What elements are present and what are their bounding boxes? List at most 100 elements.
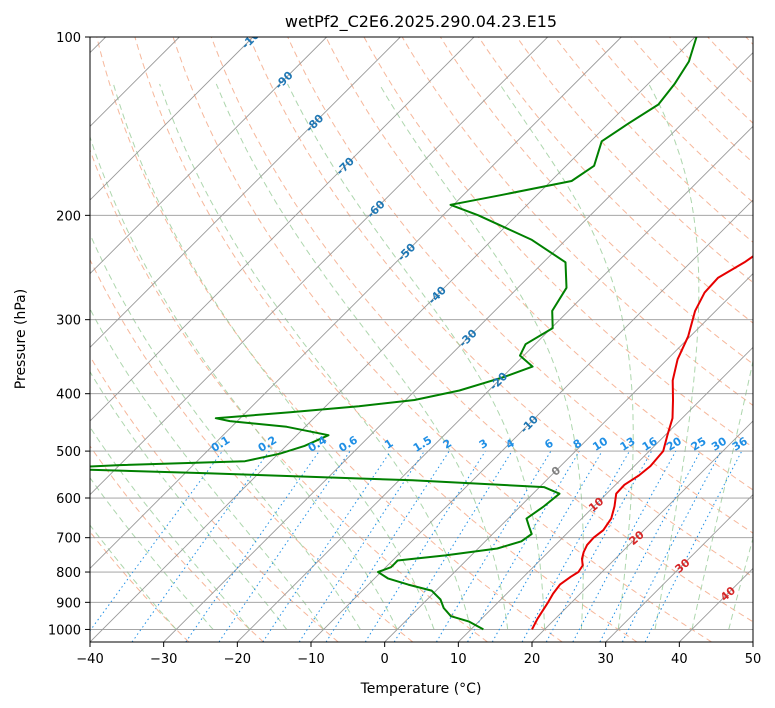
dewpoint-profile (90, 37, 698, 631)
dry-adiabat (287, 37, 753, 534)
x-tick-label: 0 (381, 652, 389, 667)
dry-adiabat (325, 37, 753, 491)
mixing-ratio-line (572, 450, 677, 642)
x-tick-label: 20 (524, 652, 541, 667)
chart-title: wetPf2_C2E6.2025.290.04.23.E15 (285, 12, 557, 32)
mixing-ratio-line (364, 450, 486, 642)
isotherm-label: -80 (303, 111, 326, 134)
moist-adiabat (648, 83, 700, 630)
background-lines (90, 37, 753, 642)
y-tick-label: 200 (56, 209, 81, 224)
isotherm-label: -50 (395, 240, 418, 263)
y-tick-label: 700 (56, 532, 81, 547)
dry-adiabat (707, 37, 753, 85)
mixing-ratio-line (262, 450, 392, 642)
dry-adiabat (90, 258, 414, 642)
temperature-profile (531, 255, 753, 630)
dry-adiabat (745, 37, 753, 46)
isotherm (90, 37, 696, 642)
x-tick-label: −30 (150, 652, 177, 667)
moist-adiabat (90, 476, 214, 630)
dry-adiabat (439, 37, 753, 365)
isotherm (679, 567, 753, 642)
mixing-ratio-label: 1.5 (411, 433, 434, 454)
x-tick-label: 40 (671, 652, 688, 667)
isotherm (163, 52, 753, 642)
isotherm (310, 199, 753, 642)
isotherm (90, 37, 475, 422)
moist-adiabat (112, 83, 435, 630)
mixing-ratio-line (644, 450, 743, 642)
mixing-ratio-label: 6 (542, 436, 556, 451)
dry-adiabat (134, 37, 638, 642)
y-tick-label: 800 (56, 566, 81, 581)
mixing-ratio-line (467, 450, 580, 642)
moist-adiabat (378, 83, 584, 630)
mixing-ratio-label: 0.6 (337, 433, 361, 455)
dry-adiabat (90, 148, 488, 642)
isotherm (458, 346, 753, 642)
moist-adiabat (159, 83, 472, 630)
dry-adiabat (516, 37, 753, 284)
line-labels: 0.1 0.2 0.4 0.6 1 1.5 2 3 4 6 8 10 13 16 20 25 30 36-100-… (209, 37, 750, 604)
isotherm-label: -90 (272, 68, 295, 91)
x-tick-label: 10 (450, 652, 467, 667)
x-tick-label: 50 (745, 652, 762, 667)
x-axis-title: Temperature (°C) (360, 681, 482, 697)
mixing-ratio-line (599, 450, 701, 642)
dry-adiabat (478, 37, 753, 324)
y-tick-label: 1000 (48, 623, 81, 638)
mixing-ratio-line (298, 450, 425, 642)
profile-lines (90, 37, 753, 631)
mixing-ratio-line (435, 450, 552, 642)
isotherm-label: -10 (518, 412, 541, 435)
isotherm-label: -70 (334, 154, 357, 177)
x-tick-label: −10 (297, 652, 324, 667)
y-axis-title: Pressure (hPa) (13, 289, 29, 389)
isotherm (90, 37, 401, 348)
moist-adiabat (90, 308, 324, 630)
mixing-ratio-line (90, 450, 223, 632)
isotherm (237, 125, 753, 642)
moist-adiabat (90, 524, 177, 630)
y-tick-label: 400 (56, 388, 81, 403)
moist-adiabat (90, 370, 288, 630)
moist-adiabat (728, 536, 753, 630)
isotherm (90, 37, 327, 275)
isotherm (531, 420, 753, 642)
dry-adiabat (210, 37, 753, 623)
y-tick-label: 500 (56, 445, 81, 460)
moist-adiabat (691, 358, 753, 630)
plot-frame (89, 36, 754, 643)
isotherm (384, 273, 753, 642)
moist-adiabat (90, 232, 361, 630)
mixing-ratio-line (393, 450, 513, 642)
dry-adiabat (554, 37, 753, 243)
isotherm (90, 37, 254, 201)
mixing-ratio-line (185, 450, 320, 642)
isotherm-label: -60 (364, 197, 387, 220)
moist-adiabat (287, 83, 546, 630)
mixing-ratio-line (218, 450, 351, 642)
y-tick-label: 300 (56, 314, 81, 329)
y-tick-label: 600 (56, 492, 81, 507)
mixing-ratio-label: 0.1 (209, 433, 232, 454)
isotherm-label: -20 (487, 369, 510, 392)
moist-adiabat (90, 426, 251, 630)
moist-adiabat (90, 135, 398, 630)
dry-adiabat (90, 445, 264, 642)
moist-adiabat (499, 83, 634, 630)
x-tick-label: 30 (597, 652, 614, 667)
dry-adiabat (172, 37, 712, 642)
y-tick-label: 100 (56, 31, 81, 46)
isotherm (90, 37, 548, 496)
isotherm (605, 494, 753, 642)
moist-adiabat (215, 83, 509, 630)
isotherm (752, 641, 753, 642)
x-tick-label: −40 (76, 652, 103, 667)
mixing-ratio-line (325, 450, 450, 642)
dry-adiabat (669, 37, 753, 124)
mixing-ratio-label: 3 (477, 437, 490, 452)
dry-adiabat (90, 355, 339, 642)
